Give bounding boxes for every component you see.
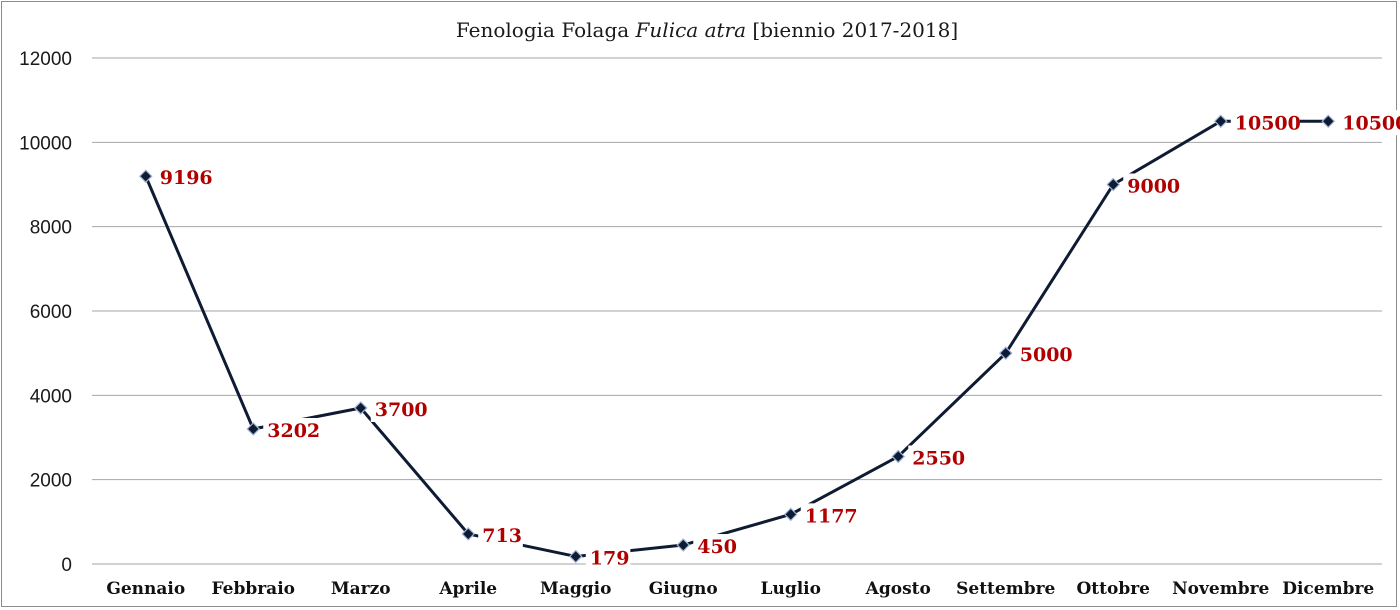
x-tick-label: Gennaio bbox=[106, 579, 185, 599]
data-label: 3700 bbox=[375, 399, 428, 421]
x-tick-label: Febbraio bbox=[212, 579, 296, 599]
x-tick-label: Maggio bbox=[540, 579, 611, 599]
x-tick-label: Marzo bbox=[331, 579, 391, 599]
y-tick-label: 10000 bbox=[19, 133, 72, 154]
data-label: 2550 bbox=[912, 447, 965, 469]
x-tick-label: Giugno bbox=[649, 579, 718, 599]
data-point bbox=[1106, 177, 1121, 192]
data-point bbox=[461, 527, 476, 541]
data-label: 450 bbox=[697, 536, 737, 558]
data-label: 10500 bbox=[1342, 112, 1400, 134]
data-labels: 9196 3202 3700 713 179 450 1177 2550 5000 9000 105… bbox=[138, 110, 1400, 571]
data-point bbox=[676, 538, 691, 552]
x-tick-label: Novembre bbox=[1172, 579, 1269, 599]
y-tick-label: 8000 bbox=[30, 218, 72, 239]
x-tick-label: Ottobre bbox=[1076, 579, 1150, 599]
data-label-background bbox=[1123, 173, 1181, 199]
gridlines bbox=[92, 57, 1382, 565]
series-line-segment bbox=[1004, 183, 1115, 355]
series-line-segment bbox=[359, 406, 470, 536]
series-line-segment bbox=[144, 174, 255, 431]
data-point bbox=[1321, 114, 1336, 129]
x-tick-label: Aprile bbox=[438, 579, 497, 599]
chart-title-suffix: [biennio 2017-2018] bbox=[746, 18, 958, 42]
data-label: 9000 bbox=[1127, 176, 1180, 198]
data-label-background bbox=[155, 165, 213, 191]
x-tick-label: Settembre bbox=[956, 579, 1055, 599]
data-point bbox=[891, 449, 906, 464]
x-axis-tick-labels: Gennaio Febbraio Marzo Aprile Maggio Giugno Lu… bbox=[106, 579, 1374, 599]
data-label: 10500 bbox=[1235, 112, 1301, 134]
data-label: 9196 bbox=[160, 167, 213, 189]
data-label-background bbox=[800, 503, 858, 529]
y-axis-tick-labels: 0 2000 4000 6000 8000 10000 12000 bbox=[19, 49, 72, 576]
x-tick-label: Dicembre bbox=[1282, 579, 1374, 599]
y-tick-label: 6000 bbox=[30, 302, 72, 323]
data-point bbox=[568, 549, 583, 564]
data-point bbox=[998, 346, 1013, 361]
chart-title-prefix: Fenologia Folaga bbox=[456, 18, 636, 42]
data-label: 1177 bbox=[805, 505, 858, 527]
data-label: 5000 bbox=[1020, 344, 1073, 366]
data-label-background bbox=[585, 545, 631, 571]
chart-title-species: Fulica atra bbox=[635, 18, 746, 42]
data-label-background bbox=[1015, 342, 1073, 368]
x-tick-label: Agosto bbox=[865, 579, 931, 599]
data-point bbox=[353, 401, 368, 415]
data-label: 3202 bbox=[267, 420, 320, 442]
data-label-background bbox=[370, 396, 428, 422]
series-line-segment bbox=[896, 351, 1008, 458]
data-point bbox=[1213, 114, 1228, 129]
data-label-background bbox=[1230, 110, 1300, 136]
y-tick-label: 12000 bbox=[19, 49, 72, 70]
data-label-background bbox=[908, 445, 966, 471]
data-point bbox=[246, 422, 261, 436]
data-label: 713 bbox=[482, 525, 522, 547]
data-label: 179 bbox=[590, 547, 630, 569]
x-tick-label: Luglio bbox=[761, 579, 821, 599]
y-tick-label: 2000 bbox=[30, 471, 72, 492]
data-label-background bbox=[263, 417, 321, 443]
data-label-background bbox=[1338, 110, 1400, 136]
y-tick-label: 0 bbox=[61, 555, 72, 576]
data-point bbox=[138, 169, 153, 184]
y-tick-label: 4000 bbox=[30, 386, 72, 407]
chart-title: Fenologia Folaga Fulica atra [biennio 20… bbox=[456, 18, 958, 42]
data-label-background bbox=[478, 522, 523, 548]
data-label-background bbox=[693, 534, 738, 560]
data-point bbox=[783, 507, 798, 522]
